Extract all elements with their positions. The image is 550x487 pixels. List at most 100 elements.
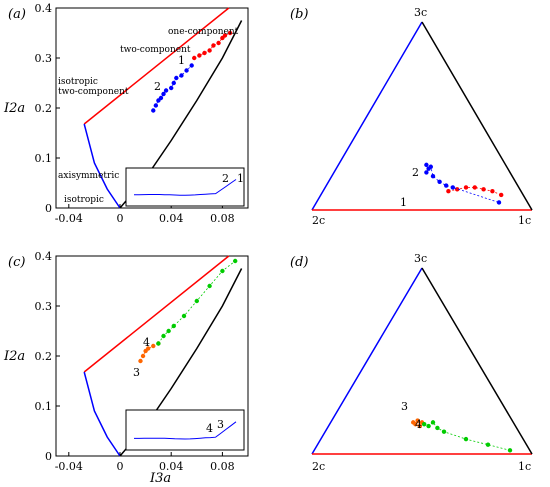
tri-data-point bbox=[426, 423, 431, 429]
tri-data-point bbox=[428, 164, 433, 169]
y-tick-label: 0 bbox=[45, 202, 52, 215]
data-point bbox=[151, 343, 156, 349]
panel-a-inset-curve bbox=[134, 179, 237, 196]
data-point bbox=[151, 108, 156, 113]
data-point bbox=[220, 268, 225, 274]
data-point bbox=[171, 323, 176, 329]
data-point bbox=[166, 328, 171, 334]
series-label-4: 4 bbox=[143, 336, 150, 349]
tri-data-point bbox=[450, 185, 455, 190]
series-label-1: 1 bbox=[178, 54, 185, 67]
isotropic-curve-c bbox=[83, 371, 121, 457]
panel-d-label: (d) bbox=[290, 255, 308, 270]
annotation-two-component: two-component bbox=[120, 45, 191, 55]
inset-a-label-2: 2 bbox=[222, 172, 229, 185]
data-point bbox=[156, 341, 161, 346]
y-tick-label: 0.3 bbox=[35, 52, 53, 65]
y-tick-label: 0.2 bbox=[35, 102, 53, 115]
y-tick-label: 0.4 bbox=[35, 250, 53, 263]
panel-c-ylabel: I2a bbox=[3, 349, 25, 364]
x-tick-label: 0.04 bbox=[159, 460, 184, 473]
data-point bbox=[158, 95, 164, 101]
data-point bbox=[222, 33, 228, 38]
data-point bbox=[189, 63, 194, 68]
data-point bbox=[153, 103, 159, 108]
data-point bbox=[184, 68, 189, 73]
tri-data-point bbox=[413, 422, 418, 427]
data-point bbox=[163, 88, 169, 93]
tri-data-point bbox=[496, 200, 502, 205]
data-point bbox=[174, 75, 179, 81]
corner-d-1c: 1c bbox=[518, 460, 531, 473]
tri-data-point bbox=[499, 192, 504, 198]
y-tick-label: 0.3 bbox=[35, 300, 53, 313]
panel-a-inset bbox=[125, 167, 245, 207]
annotation-axisymmetric: axisymmetric bbox=[58, 171, 119, 181]
panel-b-label: (b) bbox=[290, 7, 308, 22]
two-component-line-c bbox=[83, 255, 230, 373]
tri-data-point bbox=[422, 422, 427, 427]
x-tick-label: -0.04 bbox=[55, 212, 83, 225]
panel-c-inset-curve bbox=[134, 421, 237, 440]
data-point bbox=[179, 73, 184, 78]
series-label-2: 2 bbox=[154, 80, 161, 93]
data-point bbox=[161, 333, 166, 339]
data-point bbox=[145, 346, 151, 351]
data-point bbox=[171, 80, 176, 86]
tri-data-point bbox=[507, 448, 513, 453]
y-tick-label: 0.1 bbox=[35, 152, 53, 165]
point-d-label-4: 4 bbox=[415, 418, 422, 431]
x-tick-label: 0.08 bbox=[210, 460, 235, 473]
x-tick-label: 0 bbox=[117, 212, 124, 225]
corner-b-3c: 3c bbox=[414, 6, 427, 19]
tri-data-point bbox=[485, 442, 491, 447]
panel-a-label: (a) bbox=[8, 7, 26, 22]
tri-data-point bbox=[444, 183, 449, 188]
tri-data-point bbox=[430, 420, 436, 425]
point-d-label-3: 3 bbox=[401, 400, 408, 413]
annotation-one-component: one-component bbox=[168, 27, 239, 37]
two-component-line bbox=[83, 7, 230, 125]
data-point bbox=[227, 30, 233, 36]
data-point bbox=[192, 55, 197, 61]
corner-b-2c: 2c bbox=[312, 214, 325, 227]
panel-c-label: (c) bbox=[8, 255, 25, 270]
data-point bbox=[140, 353, 146, 359]
panel-c: (c) I2a I3a -0.04 0 0.04 0.0800.10.20.30.4 … bbox=[3, 250, 249, 486]
x-tick-label: 0.04 bbox=[159, 212, 184, 225]
panel-d: (d) 3c 2c 1c 3 4 bbox=[290, 252, 533, 473]
panel-b-series bbox=[424, 162, 504, 205]
data-point bbox=[169, 85, 174, 91]
tri-data-point bbox=[417, 423, 422, 429]
inset-a-label-1: 1 bbox=[237, 172, 244, 185]
data-point bbox=[233, 258, 238, 264]
panel-c-series bbox=[138, 258, 238, 364]
triangle-d-left-edge bbox=[311, 267, 423, 455]
x-tick-label: 0 bbox=[117, 460, 124, 473]
panel-b: (b) 3c 2c 1c 1 2 bbox=[290, 6, 533, 227]
isotropic-curve bbox=[83, 123, 121, 209]
tri-data-point bbox=[463, 185, 469, 190]
panel-a-series bbox=[151, 30, 233, 113]
point-b-label-2: 2 bbox=[412, 166, 419, 179]
y-tick-label: 0.4 bbox=[35, 2, 53, 15]
inset-c-label-4: 4 bbox=[206, 422, 213, 435]
tri-data-point bbox=[481, 187, 486, 192]
data-point bbox=[207, 48, 212, 53]
x-tick-label: 0.08 bbox=[210, 212, 235, 225]
triangle-b-right-edge bbox=[421, 21, 533, 211]
series-label-3: 3 bbox=[133, 366, 140, 379]
tri-data-point bbox=[472, 185, 477, 190]
panel-d-series bbox=[411, 418, 513, 453]
tri-data-point bbox=[441, 429, 447, 434]
data-point bbox=[197, 53, 202, 58]
data-point bbox=[161, 91, 166, 97]
triangle-b-left-edge bbox=[311, 21, 423, 211]
y-tick-label: 0.1 bbox=[35, 400, 53, 413]
panel-c-xlabel: I3a bbox=[149, 471, 171, 486]
tri-data-point bbox=[415, 418, 420, 423]
